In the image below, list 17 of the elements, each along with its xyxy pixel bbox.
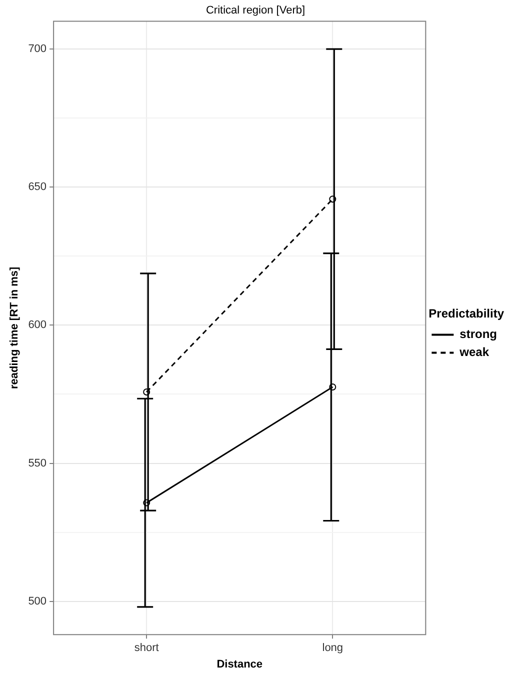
y-axis-title: reading time [RT in ms] [8,266,21,390]
x-axis-title: Distance [216,658,263,670]
y-tick-label: 550 [28,457,47,470]
x-tick-label: short [134,642,159,654]
point [143,388,150,396]
legend-label: weak [458,345,490,360]
point [143,499,150,506]
y-tick-label: 650 [28,181,47,194]
point [329,384,336,391]
chart-title: Critical region [Verb] [206,4,306,17]
point [329,196,336,203]
y-tick-label: 600 [28,319,47,332]
y-tick-label: 500 [28,595,47,608]
x-tick-label: long [322,642,344,654]
legend-label: strong [460,327,498,342]
y-tick-label: 700 [28,42,47,55]
legend-title: Predictability [428,306,504,321]
